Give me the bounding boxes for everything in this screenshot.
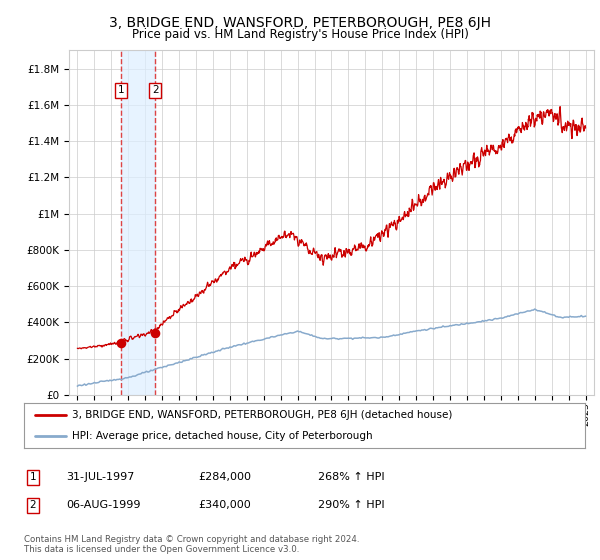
Text: 1: 1 [29,472,37,482]
Text: 2: 2 [152,85,158,95]
Text: HPI: Average price, detached house, City of Peterborough: HPI: Average price, detached house, City… [71,431,373,441]
Text: 31-JUL-1997: 31-JUL-1997 [66,472,134,482]
Point [116,339,126,348]
Text: Price paid vs. HM Land Registry's House Price Index (HPI): Price paid vs. HM Land Registry's House … [131,28,469,41]
Bar [121,50,155,395]
Text: 3, BRIDGE END, WANSFORD, PETERBOROUGH, PE8 6JH (detached house): 3, BRIDGE END, WANSFORD, PETERBOROUGH, P… [71,410,452,421]
Text: 06-AUG-1999: 06-AUG-1999 [66,500,140,510]
Text: Contains HM Land Registry data © Crown copyright and database right 2024.
This d: Contains HM Land Registry data © Crown c… [24,535,359,554]
Text: 1: 1 [118,85,124,95]
Text: 268% ↑ HPI: 268% ↑ HPI [318,472,385,482]
Text: £340,000: £340,000 [198,500,251,510]
Text: £284,000: £284,000 [198,472,251,482]
Point [151,329,160,338]
Text: 3, BRIDGE END, WANSFORD, PETERBOROUGH, PE8 6JH: 3, BRIDGE END, WANSFORD, PETERBOROUGH, P… [109,16,491,30]
Text: 290% ↑ HPI: 290% ↑ HPI [318,500,385,510]
Text: 2: 2 [29,500,37,510]
